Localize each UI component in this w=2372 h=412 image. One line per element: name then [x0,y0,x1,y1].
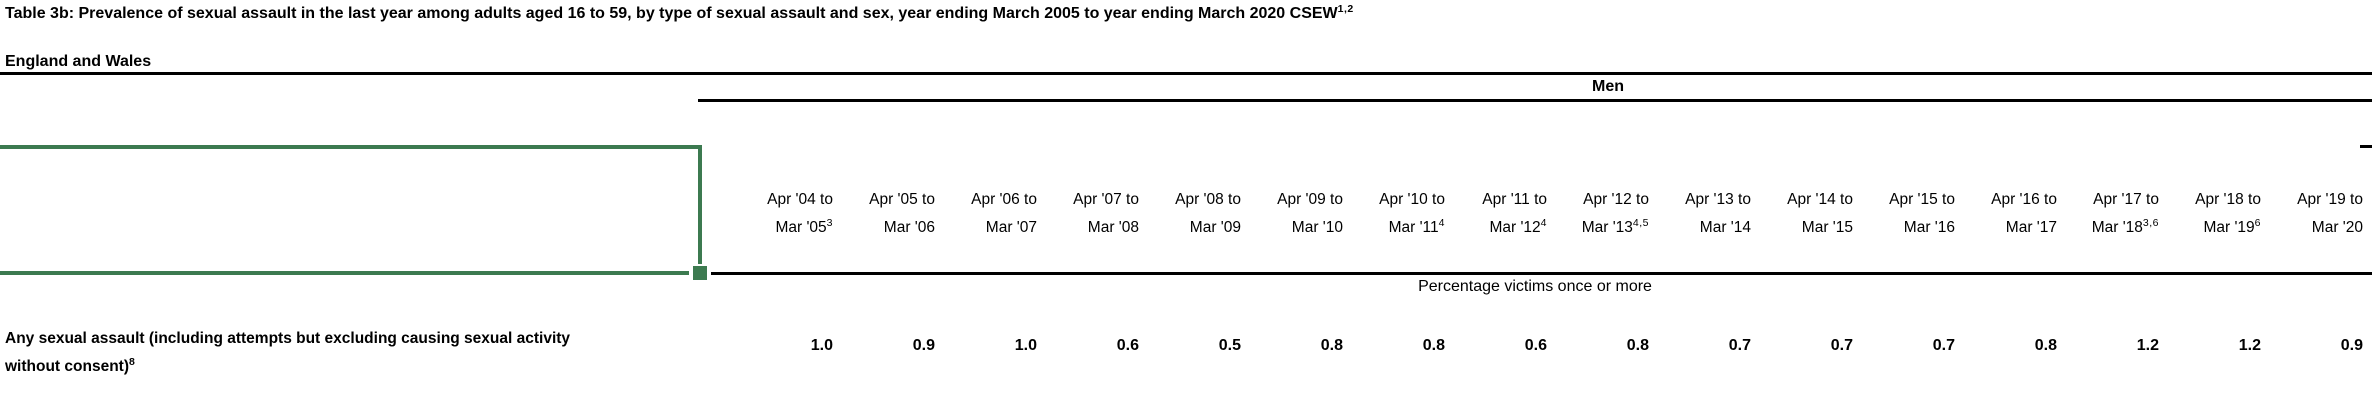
column-header-cell[interactable]: Apr '12 to Mar '134,5 [1555,186,1657,243]
column-header-cell[interactable]: Apr '07 to Mar '08 [1045,186,1147,243]
data-cell[interactable]: 0.6 [1524,337,1547,354]
data-cell[interactable]: 1.2 [2238,337,2261,354]
column-header-cell[interactable]: Apr '13 to Mar '14 [1657,186,1759,243]
row-label-any-sexual-assault[interactable]: Any sexual assault (including attempts b… [5,325,735,382]
column-header-cell[interactable]: Apr '06 to Mar '07 [943,186,1045,243]
column-header-cell[interactable]: Apr '15 to Mar '16 [1861,186,1963,243]
column-header-line1: Apr '10 to [1379,191,1445,208]
column-header-cell[interactable]: Apr '05 to Mar '06 [841,186,943,243]
data-cell[interactable]: 0.8 [2034,337,2057,354]
column-header-line1: Apr '04 to [767,191,833,208]
data-cell[interactable]: 0.9 [912,337,935,354]
column-header-line1: Apr '05 to [869,191,935,208]
row-label-footnote-superscript: 8 [129,356,136,368]
column-header-line2: Mar '053 [775,217,833,236]
column-header-line1: Apr '18 to [2195,191,2261,208]
column-footnote-superscript: 4 [1540,217,1547,229]
column-header-cell[interactable]: Apr '08 to Mar '09 [1147,186,1249,243]
column-header-cell[interactable]: Apr '16 to Mar '17 [1963,186,2065,243]
column-header-line1: Apr '07 to [1073,191,1139,208]
column-footnote-superscript: 6 [2254,217,2261,229]
data-cell[interactable]: 0.8 [1320,337,1343,354]
column-header-line2: Mar '114 [1388,217,1445,236]
row-label-line: without consent) [5,358,129,375]
data-cell[interactable]: 0.5 [1218,337,1241,354]
data-cell[interactable]: 1.0 [810,337,833,354]
column-footnote-superscript: 3 [826,217,833,229]
data-cell[interactable]: 0.7 [1728,337,1751,354]
column-header-cell[interactable]: Apr '09 to Mar '10 [1249,186,1351,243]
column-header-cell[interactable]: Apr '04 to Mar '053 [739,186,841,243]
column-header-cell[interactable]: Apr '19 to Mar '20 [2269,186,2371,243]
column-header-line2: Mar '183,6 [2091,217,2159,236]
data-cell[interactable]: 0.8 [1626,337,1649,354]
column-header-line1: Apr '06 to [971,191,1037,208]
data-cell[interactable]: 1.0 [1014,337,1037,354]
region-underline-divider [0,72,2372,75]
column-header-line1: Apr '15 to [1889,191,1955,208]
column-header-line2: Mar '124 [1489,217,1547,236]
column-header-line2: Mar '17 [2005,219,2057,236]
column-header-line1: Apr '08 to [1175,191,1241,208]
column-footnote-superscript: 4,5 [1632,217,1649,229]
data-cell[interactable]: 0.7 [1932,337,1955,354]
column-header-line1: Apr '12 to [1583,191,1649,208]
column-header-line2: Mar '16 [1903,219,1955,236]
data-cell[interactable]: 0.9 [2340,337,2363,354]
section-header-men[interactable]: Men [1592,78,1624,95]
selection-border-bottom [0,271,689,275]
selection-fill-handle[interactable] [691,264,709,282]
column-header-line1: Apr '16 to [1991,191,2057,208]
data-cell[interactable]: 0.7 [1830,337,1853,354]
column-header-line2: Mar '09 [1189,219,1241,236]
truncated-cell-border-fragment [2360,145,2372,148]
column-header-cell[interactable]: Apr '11 to Mar '124 [1453,186,1555,243]
column-header-line1: Apr '11 to [1482,191,1547,208]
data-cell[interactable]: 0.6 [1116,337,1139,354]
header-row: Apr '04 to Mar '053 Apr '05 to Mar '06 Apr '… [739,186,2371,243]
men-section-underline-divider [698,99,2372,102]
data-cell[interactable]: 0.8 [1422,337,1445,354]
selection-border-top [0,145,702,149]
column-header-line2: Mar '10 [1291,219,1343,236]
column-header-line2: Mar '134,5 [1581,217,1649,236]
column-footnote-superscript: 4 [1438,217,1445,229]
row-label-line: Any sexual assault (including attempts b… [5,330,571,347]
column-header-line2: Mar '196 [2203,217,2261,236]
subheader-percentage-victims[interactable]: Percentage victims once or more [1418,278,1652,295]
column-header-line2: Mar '08 [1087,219,1139,236]
table-title: Table 3b: Prevalence of sexual assault i… [5,3,1354,23]
column-header-line2: Mar '20 [2311,219,2363,236]
column-header-line2: Mar '14 [1699,219,1751,236]
table-title-text: Table 3b: Prevalence of sexual assault i… [5,5,1338,22]
data-cell[interactable]: 1.2 [2136,337,2159,354]
values-row: 1.0 0.9 1.0 0.6 0.5 0.8 0.8 0.6 0.8 0.7 0.7 0.7 0.8 1… [739,337,2371,355]
column-header-line2: Mar '07 [985,219,1037,236]
column-header-line1: Apr '14 to [1787,191,1853,208]
selection-border-right [698,145,702,264]
column-header-line1: Apr '17 to [2093,191,2159,208]
column-header-line1: Apr '09 to [1277,191,1343,208]
column-header-cell[interactable]: Apr '18 to Mar '196 [2167,186,2269,243]
column-header-cell[interactable]: Apr '17 to Mar '183,6 [2065,186,2167,243]
region-label: England and Wales [5,53,152,70]
column-header-line1: Apr '13 to [1685,191,1751,208]
column-header-line2: Mar '06 [883,219,935,236]
column-header-cell[interactable]: Apr '10 to Mar '114 [1351,186,1453,243]
column-header-underline-divider [711,272,2372,275]
column-header-line1: Apr '19 to [2297,191,2363,208]
column-header-cell[interactable]: Apr '14 to Mar '15 [1759,186,1861,243]
column-header-line2: Mar '15 [1801,219,1853,236]
column-footnote-superscript: 3,6 [2142,217,2159,229]
table-title-footnote-superscript: 1,2 [1337,3,1354,15]
